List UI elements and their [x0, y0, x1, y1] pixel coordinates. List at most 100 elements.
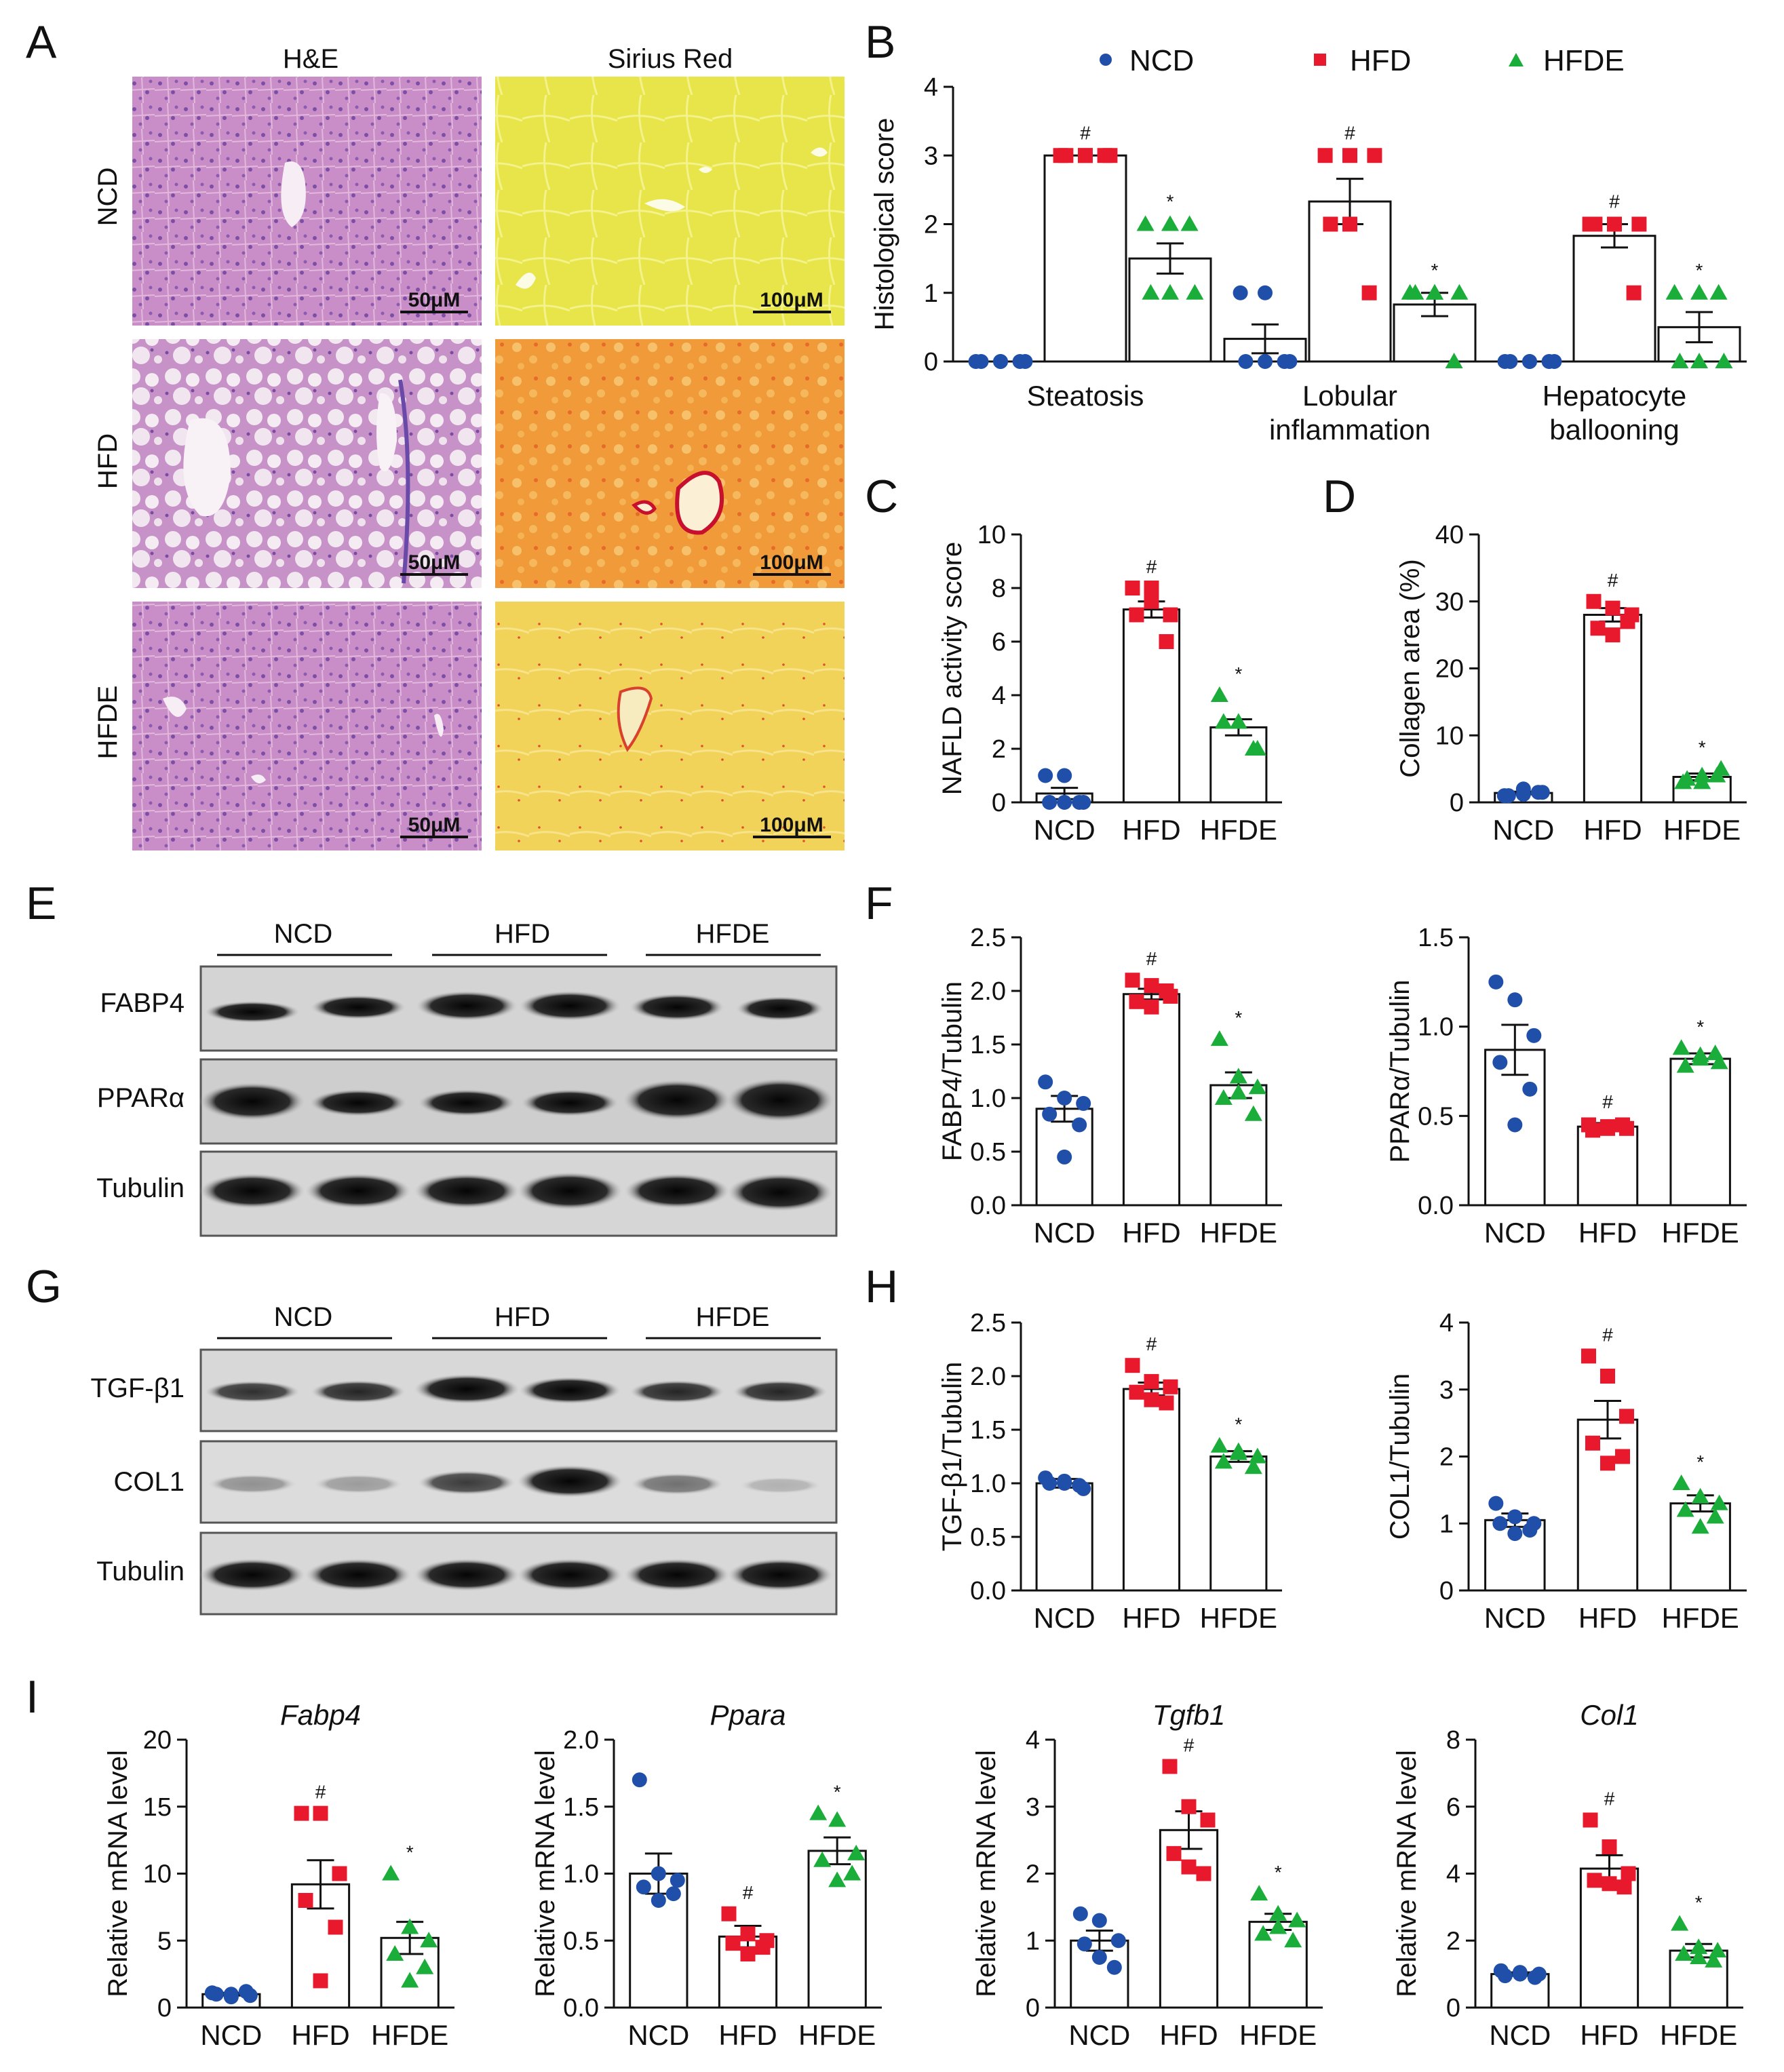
data-point-ncd: [1530, 785, 1546, 800]
bar-hfd: [1043, 154, 1127, 363]
scale-bar-he-hfd: 50μM: [400, 551, 468, 576]
data-point-hfde: [1229, 1444, 1247, 1460]
data-point-hfde: [1210, 1030, 1228, 1047]
y-tick-label: 10: [977, 521, 1006, 549]
y-tick-label: 0: [992, 789, 1006, 817]
scale-bar-sr-hfd: 100μM: [753, 551, 831, 576]
data-point-hfde: [1229, 713, 1247, 729]
data-point-ncd: [1042, 1476, 1058, 1491]
micrograph-vessel: [183, 393, 397, 517]
x-tick-label: HFDE: [1661, 1217, 1739, 1249]
panel-letter-c: C: [865, 471, 898, 522]
data-point-ncd: [1507, 1509, 1523, 1525]
significance-hash: #: [1080, 122, 1091, 143]
data-point-hfde: [1269, 1904, 1287, 1921]
data-point-hfde: [1142, 284, 1160, 300]
data-point-hfde: [1161, 284, 1179, 300]
data-point-ncd: [238, 1984, 254, 1999]
data-point-hfd: [1342, 148, 1357, 163]
significance-hash: #: [1602, 1091, 1613, 1112]
data-point-hfd: [1631, 216, 1647, 232]
legend-marker-ncd: [1100, 54, 1112, 66]
chart-fabp4-tubulin: 0.0 0.5 1.0 1.5 2.0 2.5 FABP4/Tubulin NCD HFD # HF…: [937, 924, 1282, 1249]
data-point-hfde: [828, 1871, 847, 1888]
data-point-hfde: [1136, 215, 1155, 231]
data-point-ncd: [1072, 795, 1087, 810]
data-point-ncd: [1057, 1149, 1072, 1165]
blot-band: [517, 1172, 623, 1210]
chart-title: Fabp4: [280, 1699, 361, 1731]
blot-group-hfd: HFD: [495, 1302, 550, 1332]
x-tick-label: HFD: [1122, 1602, 1180, 1634]
y-tick-label: 40: [1435, 521, 1464, 549]
y-tick-label: 2: [924, 211, 938, 239]
y-tick-label: 1: [924, 279, 938, 308]
scale-bar-sr-ncd: 100μM: [753, 289, 831, 313]
y-tick-label: 0: [1026, 1994, 1040, 2022]
data-point-ncd: [1522, 354, 1537, 369]
data-point-hfde: [1690, 1938, 1708, 1955]
data-point-hfd: [1600, 1369, 1615, 1384]
x-tick-label: NCD: [1034, 1602, 1095, 1634]
blot-band: [739, 1477, 821, 1493]
data-point-ncd: [1072, 1906, 1088, 1921]
data-point-ncd: [1106, 1959, 1122, 1975]
y-tick-label: 0.0: [1418, 1192, 1454, 1220]
blot-band: [629, 1380, 724, 1403]
data-point-ncd: [1522, 1523, 1538, 1538]
y-tick-label: 8: [992, 574, 1006, 603]
y-axis-label: Relative mRNA level: [530, 1750, 560, 1997]
chart-tgfb1-mrna: 0 1 2 3 4 Relative mRNA level Tgfb1 NCD HFD # HFDE…: [971, 1699, 1323, 2051]
blot-band: [414, 1559, 520, 1591]
data-point-hfde: [401, 1918, 419, 1934]
significance-hash: #: [1146, 1333, 1157, 1354]
data-point-hfd: [1159, 983, 1174, 998]
scale-bar-label: 50μM: [408, 551, 461, 574]
data-point-hfd: [1166, 1845, 1182, 1861]
significance-hash: #: [743, 1882, 754, 1903]
y-tick-label: 0.0: [970, 1577, 1006, 1605]
panel-letter-d: D: [1323, 471, 1356, 522]
histology-panel: H&E Sirius Red NCD HFD HFDE 50μM 50μM: [93, 44, 845, 851]
data-point-hfd: [1600, 1455, 1615, 1471]
blot-band: [517, 1465, 623, 1498]
panel-letter-b: B: [865, 16, 895, 68]
y-tick-label: 5: [157, 1927, 172, 1955]
data-point-hfde: [1210, 1436, 1228, 1453]
data-point-hfde: [1690, 1948, 1708, 1964]
bar-hfde: [1209, 726, 1268, 804]
data-point-hfde: [1690, 284, 1708, 300]
histo-col-title-sirius: Sirius Red: [608, 44, 733, 74]
data-point-hfde: [1671, 1915, 1689, 1931]
data-point-hfde: [1676, 1501, 1694, 1517]
x-tick-label: NCD: [1034, 1217, 1095, 1249]
significance-star: *: [1275, 1862, 1282, 1883]
panel-letter-e: E: [26, 878, 56, 929]
data-point-ncd: [1492, 1055, 1508, 1070]
significance-star: *: [1235, 663, 1242, 684]
y-tick-label: 20: [1435, 655, 1464, 684]
data-point-ncd: [665, 1886, 681, 1902]
data-point-hfd: [1602, 1839, 1617, 1854]
significance-star: *: [1696, 260, 1703, 281]
data-point-hfd: [1323, 216, 1338, 232]
data-point-ncd: [1076, 1095, 1091, 1111]
data-point-ncd: [1488, 974, 1504, 990]
y-tick-label: 3: [1026, 1793, 1040, 1822]
micrograph-vessel: [632, 500, 657, 515]
western-blot-g: NCD HFD HFDE TGF-β1 COL1 Tubulin: [90, 1302, 838, 1616]
data-point-hfde: [1250, 1885, 1268, 1901]
data-point-ncd: [1091, 1949, 1107, 1965]
data-point-ncd: [1497, 1968, 1513, 1984]
data-point-hfde: [1180, 215, 1199, 231]
data-point-hfd: [1585, 1435, 1600, 1451]
data-point-hfde: [1708, 766, 1726, 783]
y-tick-label: 10: [1435, 722, 1464, 750]
blot-band: [726, 1078, 834, 1122]
y-tick-label: 3: [1439, 1376, 1454, 1405]
data-point-ncd: [1507, 1526, 1523, 1542]
legend-label-ncd: NCD: [1129, 44, 1194, 77]
data-point-ncd: [1038, 768, 1053, 783]
